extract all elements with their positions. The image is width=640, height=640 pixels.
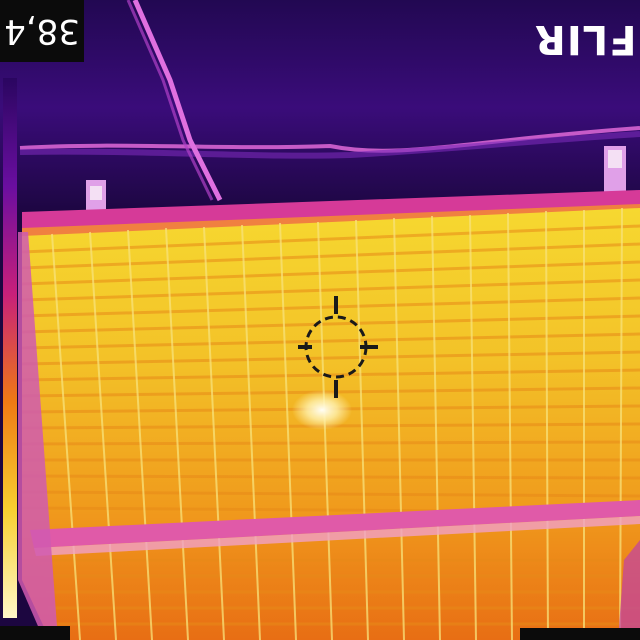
bottom-left-strip xyxy=(0,626,70,640)
crosshair-reticle xyxy=(298,296,378,398)
panel-grid-vertical xyxy=(51,207,623,640)
flir-logo: FLIR xyxy=(534,12,637,62)
panel-left-edge xyxy=(18,232,58,640)
temperature-value: 38,4 xyxy=(4,11,80,51)
logo-text: FLIR xyxy=(533,16,637,62)
sky-region xyxy=(0,0,640,215)
panel-right-edge xyxy=(618,540,640,640)
roof-edge-line xyxy=(19,126,640,153)
diagonal-cable xyxy=(132,0,223,202)
color-scale-bar xyxy=(3,78,17,618)
panel-middle-rail xyxy=(30,500,640,548)
bottom-right-strip xyxy=(520,628,640,640)
temperature-readout: 38,4 xyxy=(0,0,84,62)
hotspot xyxy=(292,390,352,430)
panel-top-frame xyxy=(22,190,640,232)
